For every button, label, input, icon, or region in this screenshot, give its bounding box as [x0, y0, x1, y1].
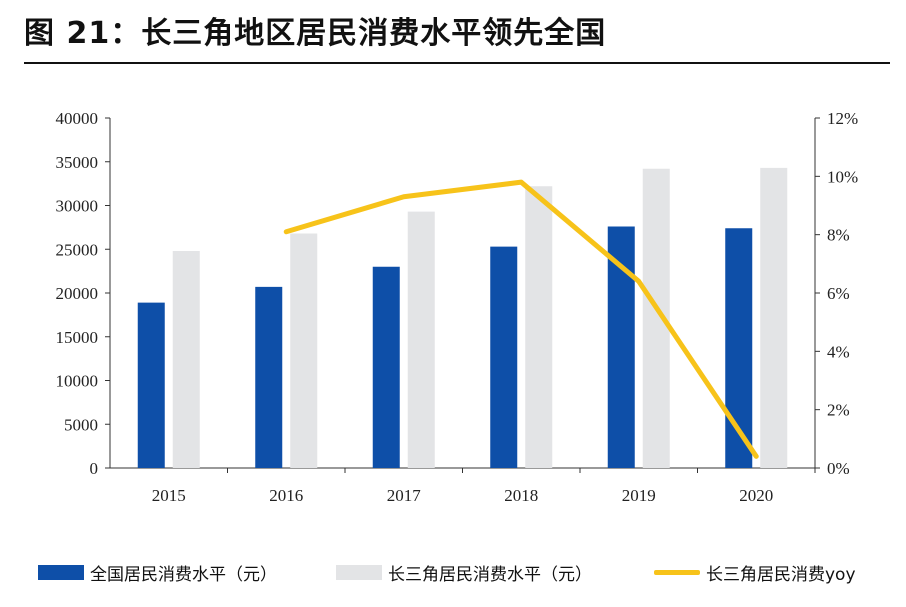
legend-item-national: 全国居民消费水平（元）	[38, 559, 277, 585]
bar-national	[607, 226, 635, 468]
legend-item-yrd: 长三角居民消费水平（元）	[336, 559, 592, 585]
y-right-tick-label: 0%	[827, 459, 850, 478]
combo-chart: 0 5000 10000 15000 20000 25000 30000 35000 40000…	[56, 109, 859, 505]
x-tick-label: 2018	[504, 486, 538, 505]
legend: 全国居民消费水平（元） 长三角居民消费水平（元） 长三角居民消费yoy	[38, 559, 898, 585]
y-right-tick-label: 2%	[827, 401, 850, 420]
bar-yrd	[290, 233, 318, 468]
legend-item-yoy: 长三角居民消费yoy	[654, 559, 856, 585]
line-yrd-yoy	[283, 179, 759, 459]
legend-label-yoy: 长三角居民消费yoy	[706, 564, 856, 585]
x-tick-label: 2020	[739, 486, 773, 505]
bar-yrd	[407, 211, 435, 468]
legend-swatch-yoy	[654, 569, 700, 575]
x-tick-label: 2016	[269, 486, 303, 505]
y-left-tick-label: 10000	[56, 372, 99, 391]
legend-swatch-yrd	[336, 564, 382, 580]
y-right-tick-label: 8%	[827, 226, 850, 245]
bar-national	[137, 302, 165, 468]
bar-yrd	[760, 167, 788, 468]
y-left-tick-label: 0	[90, 459, 99, 478]
x-tick-label: 2019	[622, 486, 656, 505]
y-left-tick-label: 40000	[56, 109, 99, 128]
chart-title: 图 21：长三角地区居民消费水平领先全国	[24, 16, 607, 51]
y-left-tick-label: 5000	[64, 415, 98, 434]
y-right-tick-label: 10%	[827, 167, 858, 186]
title-divider	[24, 62, 890, 64]
x-tick-label: 2017	[387, 486, 422, 505]
bar-yrd	[525, 186, 553, 468]
y-left-tick-label: 15000	[56, 328, 99, 347]
y-left-tick-label: 35000	[56, 153, 99, 172]
y-right-tick-label: 12%	[827, 109, 858, 128]
y-right-tick-label: 4%	[827, 342, 850, 361]
y-left-tick-label: 30000	[56, 197, 99, 216]
legend-swatch-national	[38, 564, 84, 580]
bar-national	[372, 266, 400, 468]
x-tick-label: 2015	[152, 486, 186, 505]
legend-label-yrd: 长三角居民消费水平（元）	[388, 564, 592, 585]
bar-yrd	[172, 251, 200, 468]
y-right-tick-label: 6%	[827, 284, 850, 303]
y-left-tick-label: 20000	[56, 284, 99, 303]
bar-national	[490, 246, 518, 468]
y-left-tick-label: 25000	[56, 240, 99, 259]
legend-label-national: 全国居民消费水平（元）	[90, 564, 277, 585]
bar-national	[255, 286, 283, 468]
